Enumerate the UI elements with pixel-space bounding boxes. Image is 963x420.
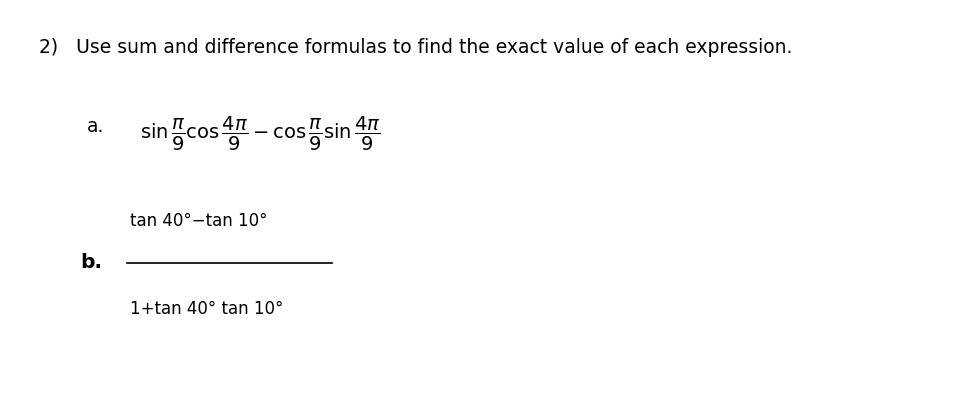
Text: b.: b. <box>80 253 102 272</box>
Text: 2)   Use sum and difference formulas to find the exact value of each expression.: 2) Use sum and difference formulas to fi… <box>39 38 792 57</box>
Text: tan 40°−tan 10°: tan 40°−tan 10° <box>130 212 268 229</box>
Text: $\sin\dfrac{\pi}{9}\cos\dfrac{4\pi}{9} - \cos\dfrac{\pi}{9}\sin\dfrac{4\pi}{9}$: $\sin\dfrac{\pi}{9}\cos\dfrac{4\pi}{9} -… <box>140 116 380 153</box>
Text: 1+tan 40° tan 10°: 1+tan 40° tan 10° <box>130 300 283 318</box>
Text: a.: a. <box>87 116 104 136</box>
